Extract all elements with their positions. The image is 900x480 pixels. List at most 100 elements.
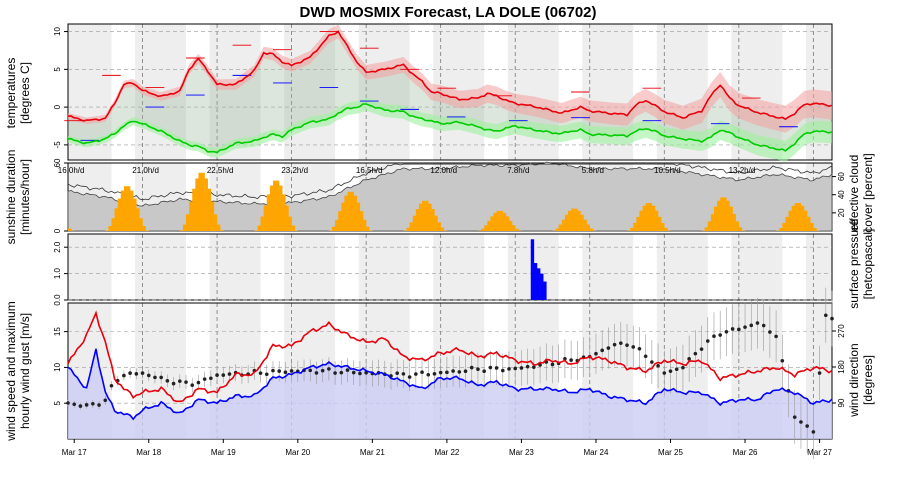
wind-direction-point [271,368,275,373]
direction-rlabel-line1: wind direction [847,343,861,417]
night-band [284,234,336,300]
sunshine-bar [422,200,426,231]
sunshine-bar [201,172,205,231]
wind-direction-point [674,367,679,372]
sunshine-bar [179,230,184,231]
wind-direction-point [84,403,89,407]
sunshine-daily-total: 23.2h/d [281,166,308,175]
sunshine-bar [204,178,208,231]
sunshine-bar [713,206,718,231]
sunshine-bar [338,211,342,231]
wind-direction-point [656,363,660,368]
sunshine-bar [571,208,575,231]
x-tick-label: Mar 27 [807,448,832,457]
sunshine-bar [704,227,708,231]
wind-direction-point [320,368,325,373]
wind-direction-point [469,365,474,370]
sunshine-bar [353,195,358,231]
sunshine-bar [633,222,637,231]
wind-direction-point [184,380,188,384]
temperature-tick-label: 10 [53,27,62,36]
sunshine-bar [291,225,295,231]
precip-tick-label: 1.0 [53,267,62,279]
x-axis: Mar 17 Mar 18 Mar 19 Mar 20 Mar 21 Mar 22 Mar … [62,439,833,457]
sunshine-panel: sunshine duration [minutes/hour] effecti… [4,150,875,245]
wind-direction-point [97,403,101,407]
sunshine-bar [481,228,485,231]
wind-direction-point [463,369,468,374]
cloud-rlabel-line2: cover [percent] [861,153,875,232]
sunshine-bar [580,214,584,231]
sunshine-bar [636,216,640,231]
wind-direction-point [221,373,226,377]
sunshine-bar [186,214,190,231]
sunshine-daily-total: 16.0h/d [58,166,85,175]
night-band [805,234,832,300]
sunshine-bar [484,225,488,231]
wind-direction-point [258,371,263,375]
wind-direction-point [631,345,636,349]
sunshine-bar [192,188,196,231]
sunshine-bar [558,224,563,231]
wind-direction-point [755,321,760,325]
wind-direction-point [650,360,654,364]
wind-plot: 5 10 15 90 180 270 [53,287,846,460]
x-tick-label: Mar 23 [509,448,534,457]
wind-direction-point [128,371,132,375]
wind-direction-point [72,402,77,407]
sunshine-bar [68,228,72,231]
sunshine-bar [785,216,789,231]
wind-direction-point [190,383,195,387]
sunshine-bar [344,195,348,231]
sunshine-bar [574,208,578,231]
night-band [358,24,410,160]
sunshine-bar [630,227,634,231]
wind-tick-label: 5 [53,400,62,405]
wind-direction-point [799,420,803,424]
wind-direction-point [457,370,462,374]
sunshine-bar [654,210,659,231]
night-band [284,24,336,160]
wind-direction-point [140,371,145,375]
precipitation-panel: surface pressure [hetcopascal] [847,219,875,309]
wind-direction-point [743,325,747,329]
wind-direction-point [476,367,480,372]
wind-direction-point [432,372,437,376]
sunshine-bar [279,185,283,231]
wind-direction-point [693,351,698,356]
sunshine-bar [366,226,370,231]
direction-rlabel-line2: [degrees] [861,355,875,405]
wind-direction-point [134,372,139,376]
wind-direction-point [500,368,505,373]
precip-tick-label: 2.0 [53,241,62,253]
sunshine-daily-total: 16.5h/d [356,166,383,175]
sunshine-bar [418,203,423,231]
wind-speed-line [67,348,833,421]
wind-direction-point [289,369,294,373]
wind-direction-point [407,375,412,379]
sunshine-bar [639,210,643,231]
wind-direction-point [792,415,797,419]
sunshine-bar [735,221,740,231]
wind-direction-point [488,365,493,370]
wind-direction-point [681,365,685,370]
sunshine-bar [791,205,795,231]
sunshine-bar [257,225,261,231]
sunshine-bar [717,200,721,231]
wind-direction-point [445,370,449,375]
sunshine-bar [142,226,146,231]
sunshine-bar [509,220,513,231]
night-band [656,234,708,300]
sunshine-bar [658,216,662,231]
temperature-ylabel-line2: [degrees C] [18,62,32,124]
sunshine-bar [207,188,212,231]
sunshine-bar [564,214,569,231]
wind-direction-point [668,369,673,373]
temperature-panel: temperatures [degrees C] [4,58,32,129]
sunshine-bar [661,222,665,231]
sunshine-bar [779,227,783,231]
wind-direction-point [774,334,778,339]
x-tick-label: Mar 24 [584,448,609,457]
panel-frame-2 [67,233,833,301]
temperature-tick-label: 0 [53,104,62,109]
